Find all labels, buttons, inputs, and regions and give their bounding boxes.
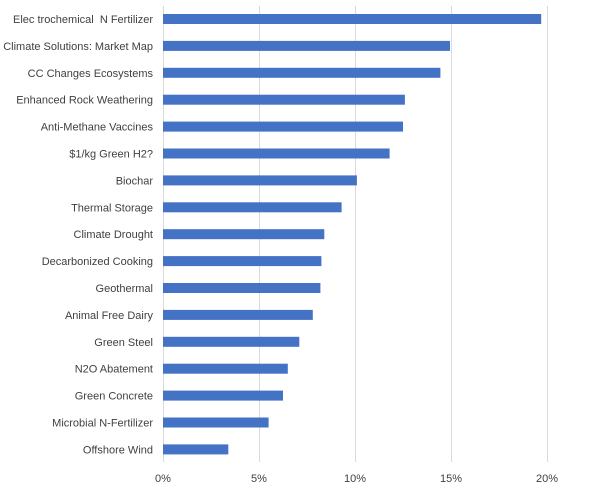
bar: [163, 390, 283, 401]
category-label: N2O Abatement: [75, 364, 153, 376]
bar: [163, 14, 542, 24]
bar: [163, 229, 325, 240]
bar: [163, 94, 405, 105]
category-label: Green Steel: [94, 337, 153, 349]
bar: [163, 444, 229, 455]
bar: [163, 417, 269, 428]
bar: [163, 67, 441, 78]
bar: [163, 40, 450, 51]
category-label: Offshore Wind: [83, 444, 153, 456]
category-label: Biochar: [116, 175, 154, 187]
category-label: Enhanced Rock Weathering: [16, 95, 153, 107]
x-tick-label: 20%: [536, 473, 558, 485]
category-label: $1/kg Green H2?: [69, 149, 153, 161]
category-label: Geothermal: [96, 283, 153, 295]
category-label: Decarbonized Cooking: [42, 256, 153, 268]
bar: [163, 309, 313, 320]
x-tick-label: 10%: [344, 473, 366, 485]
x-tick-label: 0%: [155, 473, 171, 485]
x-tick-label: 5%: [251, 473, 267, 485]
bar: [163, 363, 288, 374]
category-label: Anti-Methane Vaccines: [41, 122, 154, 134]
category-label: Elec trochemical N Fertilizer: [13, 14, 153, 26]
category-label: Climate Drought: [74, 229, 153, 241]
category-label: Climate Solutions: Market Map: [3, 41, 153, 53]
category-label: Animal Free Dairy: [65, 310, 154, 322]
bar: [163, 175, 357, 186]
x-tick-label: 15%: [440, 473, 462, 485]
category-label: Microbial N-Fertilizer: [52, 418, 153, 430]
bar: [163, 148, 390, 159]
bar: [163, 256, 322, 267]
bar: [163, 336, 300, 347]
category-label: Green Concrete: [75, 391, 153, 403]
category-label: Thermal Storage: [71, 202, 153, 214]
bar: [163, 121, 403, 132]
bar: [163, 283, 321, 293]
bar: [163, 202, 342, 213]
category-label: CC Changes Ecosystems: [28, 68, 154, 80]
